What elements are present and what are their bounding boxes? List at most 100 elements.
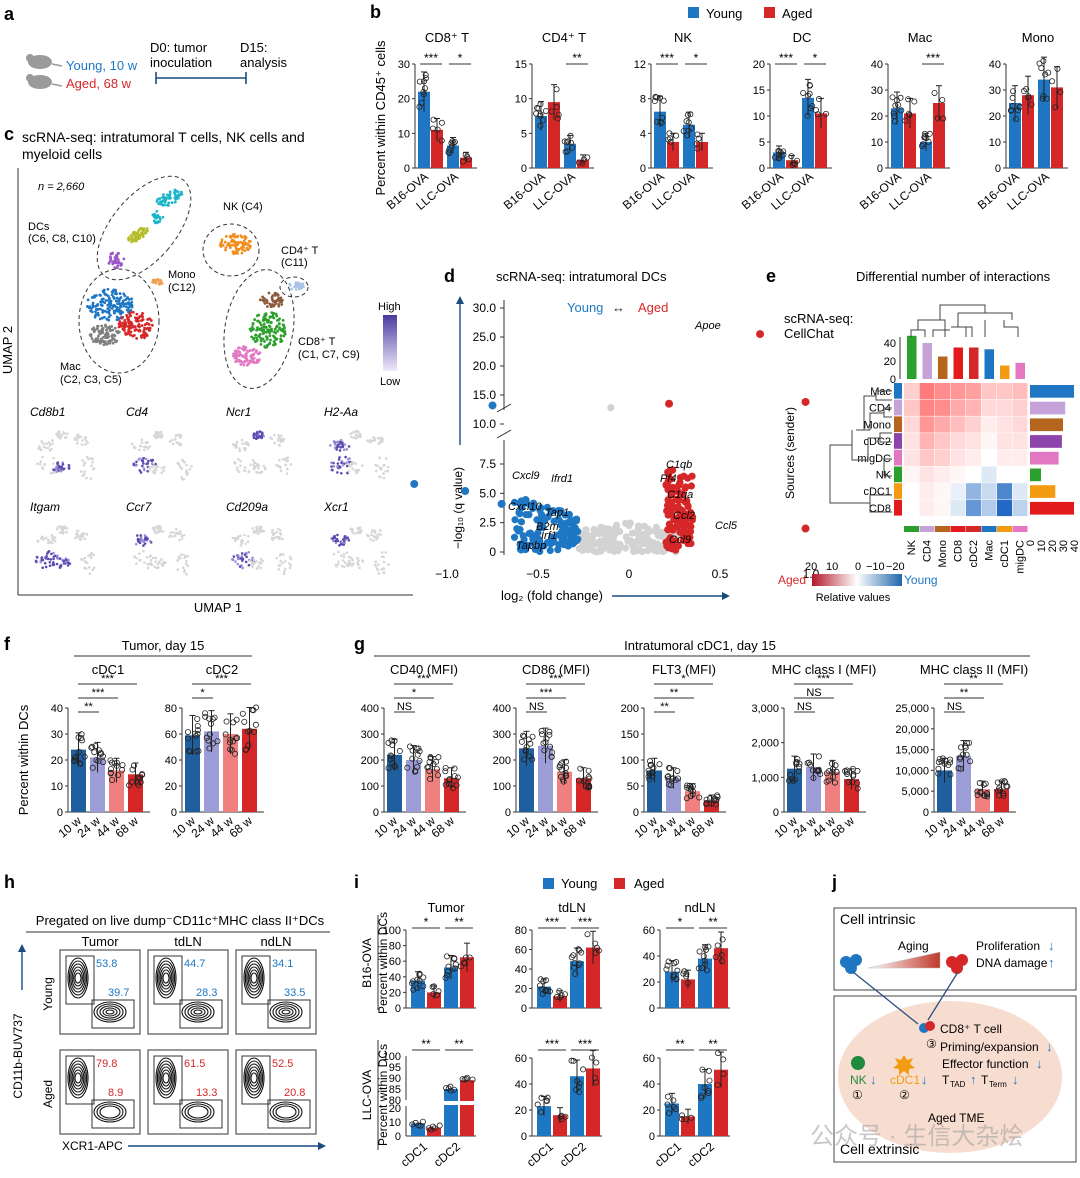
umap-cell-point: [104, 328, 108, 332]
g-chart-point: [1000, 792, 1007, 799]
gene-umap-point: [336, 440, 340, 444]
sig-marker: ***: [549, 673, 563, 685]
sig-marker: ***: [545, 915, 559, 929]
umap-cell-point: [129, 314, 133, 318]
b-chart-point: [660, 97, 667, 104]
i-b16-chart-point: [695, 965, 702, 972]
umap-cell-point: [252, 361, 256, 365]
umap-cell-point: [137, 329, 141, 333]
heatmap-cell: [935, 449, 950, 466]
dna-damage-up-arrow: ↑: [1048, 955, 1055, 970]
umap-cell-point: [269, 321, 273, 324]
gene-umap-point: [140, 441, 144, 444]
mac-cluster-outline: [78, 268, 160, 374]
umap-cell-point: [148, 326, 152, 330]
heatmap-col-label: CD4: [922, 540, 934, 562]
umap-cell-point: [274, 338, 278, 341]
f-chart-point: [185, 747, 192, 754]
g-chart-point: [981, 792, 988, 799]
f-chart-point: [227, 746, 234, 753]
gene-umap-point: [160, 471, 164, 474]
gene-umap-point: [134, 446, 137, 450]
b-chart-point: [911, 98, 918, 105]
f-chart-tick: 10: [51, 781, 63, 793]
gene-umap-point: [52, 456, 56, 460]
umap-cell-point: [161, 203, 165, 207]
g-chart-point: [947, 771, 954, 778]
g-chart-tick: 25,000: [895, 703, 929, 715]
b-chart-point: [890, 110, 897, 117]
gene-umap-point: [253, 461, 257, 465]
volcano-point-down: [554, 531, 562, 539]
scale-tick-3: −10: [866, 561, 885, 573]
b-chart-point: [553, 86, 560, 93]
g-chart-point: [957, 744, 964, 751]
sig-marker: **: [670, 687, 679, 699]
f-chart-point: [92, 743, 99, 750]
umap-cell-point: [113, 326, 117, 330]
contour-line: [275, 1105, 297, 1119]
contour-line: [244, 1060, 264, 1096]
gene-umap-point: [231, 443, 235, 446]
i-b16-chart-point: [420, 983, 427, 990]
b-chart-tick: 20: [398, 94, 410, 106]
volcano-gene-label: Tapbp: [516, 540, 546, 552]
volcano-gene-label: Tap1: [545, 507, 569, 519]
gene-umap-point: [148, 468, 151, 472]
gene-umap-point: [36, 462, 39, 466]
row-sum-bar: [1030, 385, 1074, 398]
b-chart-point: [1025, 93, 1032, 100]
umap-cell-point: [244, 354, 248, 358]
i-llc-chart-point: [705, 1090, 712, 1097]
heatmap-row-label: CD8: [869, 503, 891, 515]
b-chart-point: [687, 111, 694, 118]
sig-marker: ***: [660, 51, 674, 65]
label-cd8: CD8⁺ T: [298, 336, 336, 348]
timeline-arrow: [155, 72, 247, 84]
gene-umap-point: [348, 562, 351, 565]
contour-line: [246, 1063, 262, 1093]
g-chart-point: [786, 777, 793, 784]
gene-umap-point: [91, 460, 94, 464]
gene-umap-point: [158, 435, 161, 438]
gene-umap-point: [352, 532, 356, 535]
gene-umap-point: [89, 556, 93, 559]
umap-cell-point: [121, 311, 124, 314]
umap-cell-point: [144, 231, 148, 234]
g-chart-point: [416, 748, 423, 755]
heatmap-row-label: cDC1: [863, 486, 891, 498]
heatmap-col-label: NK: [906, 539, 918, 555]
i-llc-chart-point: [593, 1079, 600, 1086]
volcano-point-up: [668, 545, 676, 553]
gene-umap-point: [239, 459, 242, 463]
umap-cell-point: [265, 336, 269, 340]
sig-marker: NS: [797, 701, 812, 713]
gene-umap-point: [235, 440, 239, 444]
b-chart-bar: [815, 113, 827, 168]
gene-umap-point: [142, 540, 145, 543]
umap-cell-point: [100, 304, 104, 307]
gene-umap-point: [252, 558, 256, 562]
heatmap-cell: [1012, 433, 1028, 450]
heatmap-cell: [904, 466, 919, 483]
umap-cell-point: [248, 239, 252, 243]
volcano-xtick: 0: [626, 567, 633, 581]
heatmap-cell: [904, 383, 919, 400]
umap-cell-point: [116, 331, 120, 335]
i-llc-point: [451, 1086, 458, 1093]
umap-cell-point: [151, 280, 154, 284]
volcano-gene-label: C1qa: [667, 489, 693, 501]
heatmap-cell: [981, 449, 997, 466]
gene-umap-point: [41, 558, 44, 562]
gene-umap-point: [345, 551, 349, 555]
b-chart-tick: 40: [989, 59, 1001, 71]
gene-umap-point: [356, 556, 359, 560]
legend-aged-label-i: Aged: [634, 876, 664, 891]
sig-marker: ***: [101, 673, 115, 685]
g-chart-point: [832, 762, 839, 769]
umap-cell-point: [231, 233, 235, 237]
volcano-point-highlight: [756, 330, 765, 339]
f-chart-point: [129, 766, 136, 773]
contour-line: [155, 1057, 177, 1099]
g-chart-point: [687, 793, 694, 800]
